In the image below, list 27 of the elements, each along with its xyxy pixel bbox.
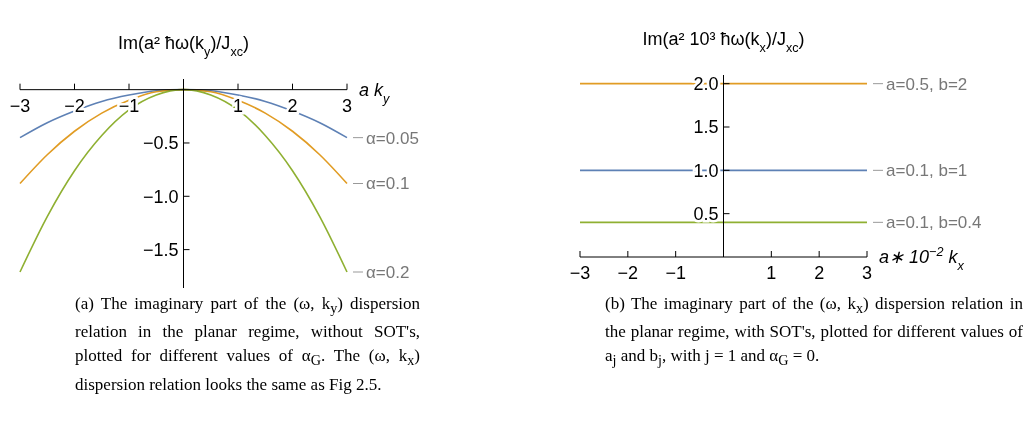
x-tick-label: 3 [341,95,353,116]
series-label: a=0.1, b=1 [886,161,968,181]
x-axis-title: a k$_{y}$ [359,79,391,106]
y-axis-title: Im(a² ħω(k$_{y}$)/J$_{xc}$) [118,33,249,59]
x-tick-label: 1 [766,263,777,283]
text: (b) The imaginary part of the (ω, k$_{x}$) dispersion relation in the planar regime, with SOT's, plotted for different values of a$_{j}$ and b$_{j}$, with j = 1 and α$_{G}$ = 0. [605,294,1023,369]
series-label: α=0.2 [366,262,410,282]
x-tick-label: −3 [569,263,591,283]
x-tick-label: −3 [9,95,31,116]
x-axis-title: a∗ 10$^{−2}$ k$_{x}$ [879,245,965,273]
series-label: a=0.5, b=2 [886,74,968,94]
x-tick-label: 2 [814,263,825,283]
y-tick-label: 0.5 [693,203,719,224]
series-label: α=0.1 [366,174,410,194]
x-tick-label: −2 [64,95,85,116]
x-tick-label: 3 [861,263,873,283]
y-axis-title: Im(a² 10³ ħω(k$_{x}$)/J$_{xc}$) [642,29,805,55]
y-tick-label: −1.5 [142,239,179,260]
y-tick-label: −1.0 [142,186,179,207]
x-tick-label: 2 [287,95,298,116]
x-tick-label: −2 [617,263,639,283]
text: (a) The imaginary part of the (ω, k$_{y}$) dispersion relation in the planar regime, without SOT's, plotted for different values of α$_{G}$. The (ω, k$_{x}$) dispersion relation looks the same as Fig 2.5. [75,294,421,394]
series-label: α=0.05 [366,128,419,148]
series-label: a=0.1, b=0.4 [886,213,982,233]
y-tick-label: −0.5 [142,133,179,154]
y-tick-label: 1.5 [693,117,719,138]
x-tick-label: −1 [665,263,686,283]
